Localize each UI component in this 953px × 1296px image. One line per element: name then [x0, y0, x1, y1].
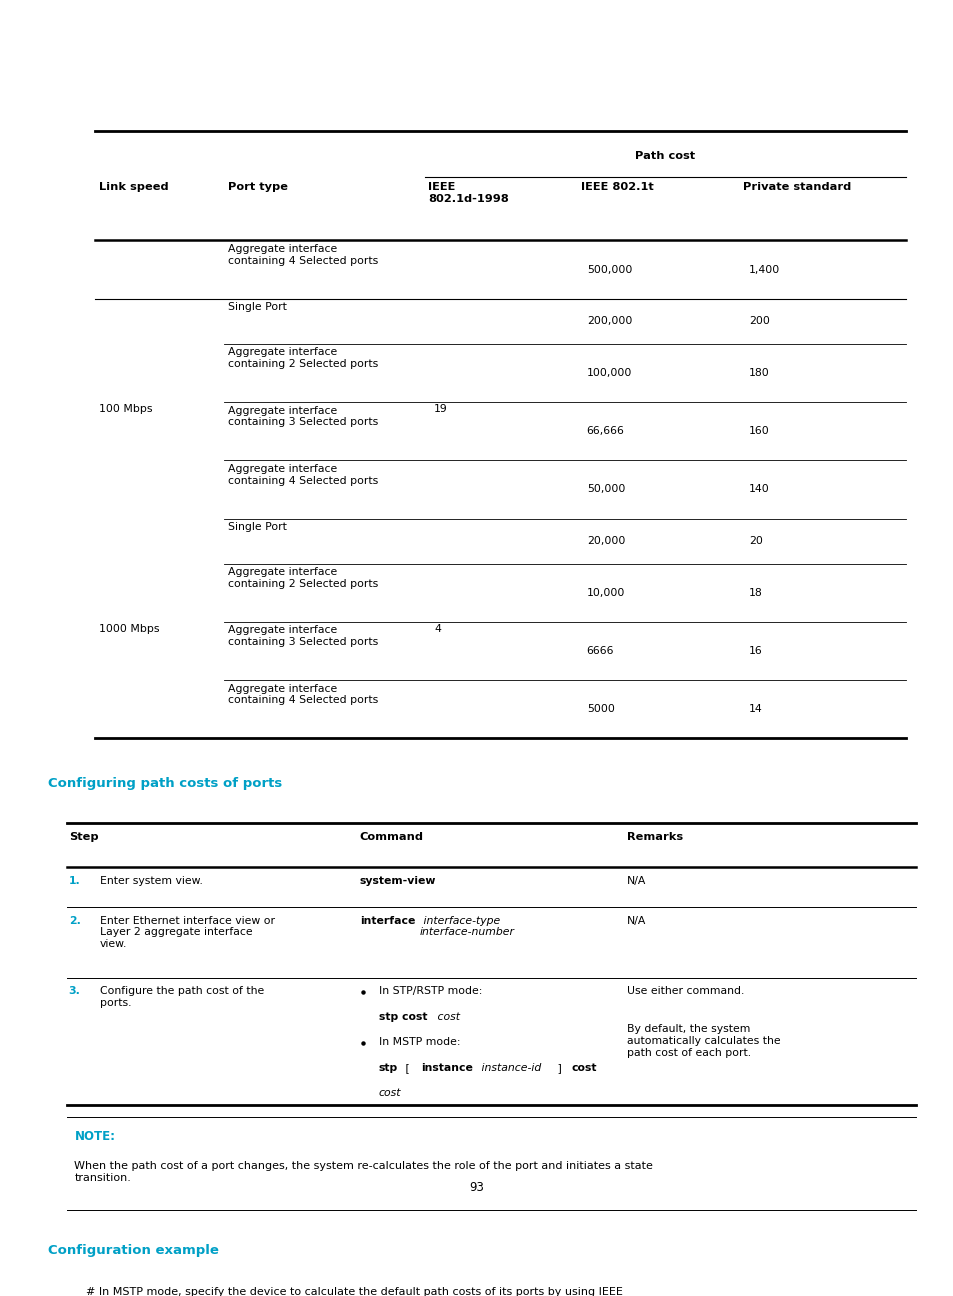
- Text: Remarks: Remarks: [626, 832, 682, 842]
- Text: 1,400: 1,400: [748, 264, 780, 275]
- Text: [: [: [401, 1063, 413, 1073]
- Text: 180: 180: [748, 368, 769, 378]
- Text: 14: 14: [748, 704, 761, 714]
- Text: NOTE:: NOTE:: [74, 1130, 115, 1143]
- Text: Port type: Port type: [228, 183, 288, 192]
- Text: Aggregate interface
containing 4 Selected ports: Aggregate interface containing 4 Selecte…: [228, 684, 377, 705]
- Text: Enter Ethernet interface view or
Layer 2 aggregate interface
view.: Enter Ethernet interface view or Layer 2…: [100, 916, 274, 949]
- Text: interface: interface: [359, 916, 415, 925]
- Text: Single Port: Single Port: [228, 522, 287, 533]
- Text: Single Port: Single Port: [228, 302, 287, 312]
- Text: When the path cost of a port changes, the system re-calculates the role of the p: When the path cost of a port changes, th…: [74, 1161, 653, 1183]
- Text: stp: stp: [378, 1063, 397, 1073]
- Text: 16: 16: [748, 645, 761, 656]
- Text: interface-type
interface-number: interface-type interface-number: [419, 916, 515, 937]
- Text: 100,000: 100,000: [586, 368, 632, 378]
- Text: Aggregate interface
containing 4 Selected ports: Aggregate interface containing 4 Selecte…: [228, 464, 377, 486]
- Text: cost: cost: [571, 1063, 597, 1073]
- Text: instance: instance: [420, 1063, 472, 1073]
- Text: N/A: N/A: [626, 916, 645, 925]
- Text: 1000 Mbps: 1000 Mbps: [99, 623, 159, 634]
- Text: # In MSTP mode, specify the device to calculate the default path costs of its po: # In MSTP mode, specify the device to ca…: [86, 1287, 622, 1296]
- Text: Aggregate interface
containing 3 Selected ports: Aggregate interface containing 3 Selecte…: [228, 626, 377, 647]
- Text: Configuring path costs of ports: Configuring path costs of ports: [48, 778, 282, 791]
- Text: Use either command.: Use either command.: [626, 986, 743, 997]
- Text: Path cost: Path cost: [635, 150, 695, 161]
- Text: Aggregate interface
containing 4 Selected ports: Aggregate interface containing 4 Selecte…: [228, 244, 377, 266]
- Text: 3.: 3.: [69, 986, 80, 997]
- Text: In STP/RSTP mode:: In STP/RSTP mode:: [378, 986, 481, 997]
- Text: Private standard: Private standard: [742, 183, 850, 192]
- Text: 200,000: 200,000: [586, 316, 632, 327]
- Text: 100 Mbps: 100 Mbps: [99, 403, 152, 413]
- Text: 93: 93: [469, 1182, 484, 1195]
- Text: 140: 140: [748, 485, 769, 495]
- Text: 50,000: 50,000: [586, 485, 624, 495]
- Text: 160: 160: [748, 426, 769, 437]
- Text: IEEE
802.1d-1998: IEEE 802.1d-1998: [428, 183, 509, 203]
- Text: In MSTP mode:: In MSTP mode:: [378, 1037, 459, 1047]
- Text: 1.: 1.: [69, 876, 80, 885]
- Text: Link speed: Link speed: [99, 183, 169, 192]
- Text: Enter system view.: Enter system view.: [100, 876, 203, 885]
- Text: 4: 4: [434, 623, 440, 634]
- Text: 18: 18: [748, 587, 761, 597]
- Text: 10,000: 10,000: [586, 587, 624, 597]
- Text: N/A: N/A: [626, 876, 645, 885]
- Text: cost: cost: [378, 1089, 401, 1098]
- Text: 20,000: 20,000: [586, 537, 624, 546]
- Text: system-view: system-view: [359, 876, 436, 885]
- Text: Aggregate interface
containing 3 Selected ports: Aggregate interface containing 3 Selecte…: [228, 406, 377, 428]
- Text: IEEE 802.1t: IEEE 802.1t: [580, 183, 653, 192]
- Text: Command: Command: [359, 832, 423, 842]
- Text: stp cost: stp cost: [378, 1012, 427, 1021]
- Text: 200: 200: [748, 316, 769, 327]
- Text: instance-id: instance-id: [477, 1063, 540, 1073]
- Text: cost: cost: [434, 1012, 459, 1021]
- Text: Step: Step: [69, 832, 98, 842]
- Text: By default, the system
automatically calculates the
path cost of each port.: By default, the system automatically cal…: [626, 1024, 780, 1058]
- Text: 20: 20: [748, 537, 762, 546]
- Text: Configuration example: Configuration example: [48, 1244, 218, 1257]
- Text: Aggregate interface
containing 2 Selected ports: Aggregate interface containing 2 Selecte…: [228, 347, 377, 369]
- Text: 66,666: 66,666: [586, 426, 624, 437]
- Text: 19: 19: [434, 403, 447, 413]
- Text: 2.: 2.: [69, 916, 80, 925]
- Text: 5000: 5000: [586, 704, 614, 714]
- Text: ]: ]: [554, 1063, 565, 1073]
- Text: 500,000: 500,000: [586, 264, 632, 275]
- Text: Aggregate interface
containing 2 Selected ports: Aggregate interface containing 2 Selecte…: [228, 568, 377, 588]
- Text: Configure the path cost of the
ports.: Configure the path cost of the ports.: [100, 986, 264, 1008]
- Text: 6666: 6666: [586, 645, 614, 656]
